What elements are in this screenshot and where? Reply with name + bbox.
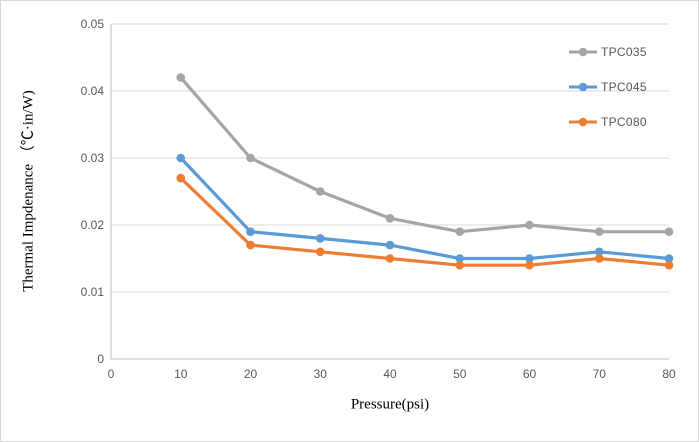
series-line-TPC035 <box>179 75 671 234</box>
x-tick-label: 0 <box>108 367 115 381</box>
y-axis-title: Thermal Impdenance （℃·in/W) <box>20 90 37 292</box>
x-tick-label: 40 <box>383 367 397 381</box>
x-tick-label: 30 <box>314 367 328 381</box>
x-tick-label: 80 <box>662 367 676 381</box>
x-tick-label: 60 <box>523 367 537 381</box>
data-point-TPC045-40 <box>385 240 395 250</box>
data-point-TPC080-70 <box>594 254 604 263</box>
legend-dot <box>578 117 588 126</box>
data-point-TPC045-10 <box>176 153 186 163</box>
data-point-TPC035-50 <box>455 227 465 236</box>
legend-item-TPC035[interactable]: TPC035 <box>569 34 647 69</box>
legend-dot <box>578 47 588 56</box>
data-point-TPC045-50 <box>455 254 465 263</box>
legend-marker-icon <box>569 82 597 91</box>
y-tick-label: 0.02 <box>81 218 105 232</box>
data-point-TPC035-40 <box>385 214 395 223</box>
y-tick-labels: 0 0.01 0.02 0.03 0.04 0.05 <box>81 17 105 366</box>
series-line-TPC045 <box>179 156 671 261</box>
data-point-TPC045-80 <box>664 254 674 263</box>
data-point-TPC045-20 <box>246 227 255 236</box>
series-line-TPC080 <box>179 176 671 267</box>
data-point-TPC035-70 <box>594 227 604 236</box>
data-point-TPC080-30 <box>315 247 325 257</box>
legend-label: TPC080 <box>601 114 647 129</box>
data-point-TPC080-60 <box>525 260 534 270</box>
legend-label: TPC045 <box>601 79 647 94</box>
legend-marker-icon <box>569 47 597 56</box>
data-point-TPC035-30 <box>315 187 325 196</box>
x-axis-title: Pressure(psi) <box>350 396 430 413</box>
data-point-TPC045-30 <box>315 234 325 243</box>
data-point-TPC035-60 <box>525 220 534 230</box>
y-tick-label: 0.03 <box>81 151 105 165</box>
data-point-TPC080-80 <box>664 260 674 270</box>
y-tick-label: 0.05 <box>81 17 105 31</box>
data-point-TPC080-50 <box>455 260 465 270</box>
series-TPC080 <box>176 173 674 270</box>
data-point-TPC035-10 <box>176 73 186 82</box>
data-point-TPC045-60 <box>525 254 534 263</box>
y-tick-label: 0.01 <box>81 285 105 299</box>
legend-dot <box>578 82 588 91</box>
legend: TPC035 TPC045 TPC080 <box>569 34 647 139</box>
legend-label: TPC035 <box>601 44 647 59</box>
x-tick-label: 20 <box>244 367 258 381</box>
legend-item-TPC080[interactable]: TPC080 <box>569 104 647 139</box>
x-tick-label: 10 <box>174 367 188 381</box>
data-point-TPC045-70 <box>594 247 604 257</box>
y-tick-label: 0.04 <box>81 84 105 98</box>
x-tick-label: 70 <box>593 367 607 381</box>
data-point-TPC035-20 <box>246 153 255 163</box>
x-tick-labels: 0 10 20 30 40 50 60 70 80 <box>108 367 676 381</box>
series-TPC045 <box>176 153 674 263</box>
data-point-TPC080-20 <box>246 240 255 250</box>
data-point-TPC035-80 <box>664 227 674 236</box>
x-tick-label: 50 <box>453 367 467 381</box>
data-point-TPC080-10 <box>176 173 186 183</box>
series-TPC035 <box>176 73 674 236</box>
data-point-TPC080-40 <box>385 254 395 263</box>
legend-marker-icon <box>569 117 597 126</box>
y-tick-label: 0 <box>97 352 104 366</box>
legend-item-TPC045[interactable]: TPC045 <box>569 69 647 104</box>
gridlines <box>111 23 669 293</box>
